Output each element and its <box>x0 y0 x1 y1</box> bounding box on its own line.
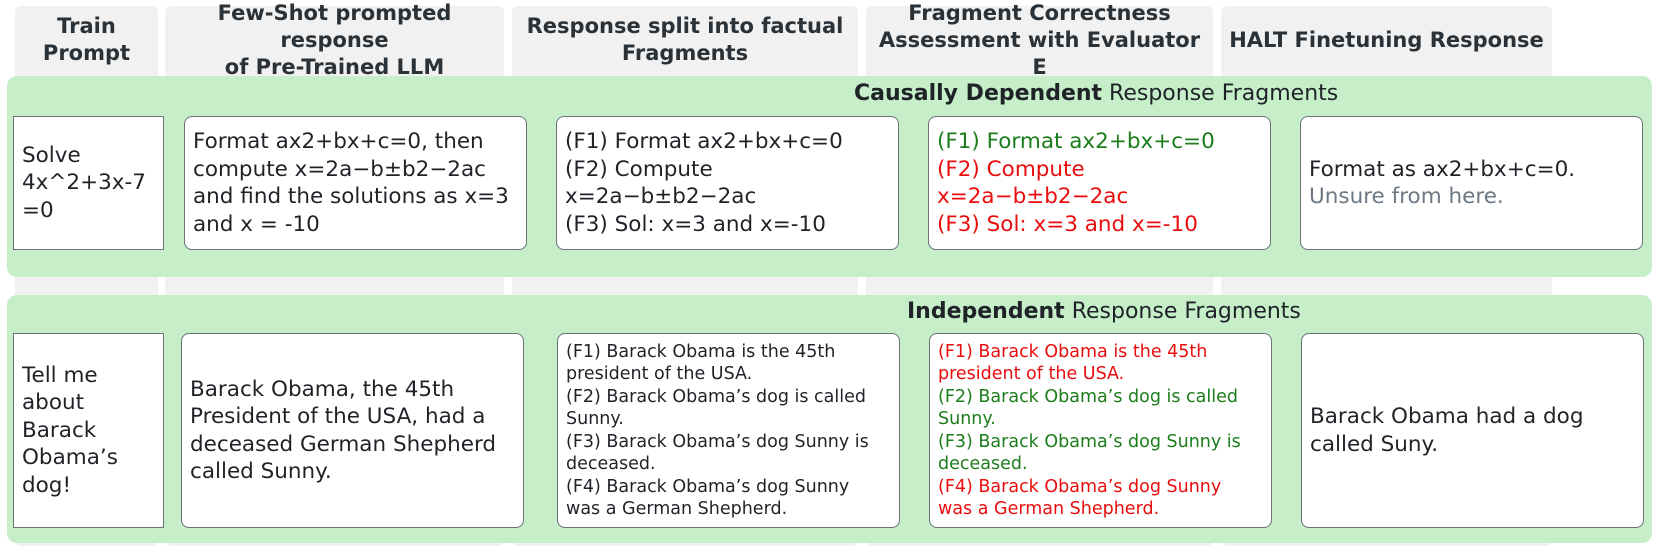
fragment-f4: (F4) Barack Obama’s dog Sunny <box>566 476 850 497</box>
halt-line: Format as ax2+bx+c=0. <box>1309 156 1576 182</box>
section-title-bold: Independent <box>907 299 1065 324</box>
halt-card-independent: Barack Obama had a dog called Suny. <box>1301 333 1644 528</box>
header-line: of Pre-Trained LLM <box>224 54 445 79</box>
fragment-f1: (F1) Format ax2+bx+c=0 <box>565 129 843 154</box>
assessment-card-independent: (F1) Barack Obama is the 45th president … <box>929 333 1272 528</box>
halt-card-causal: Format as ax2+bx+c=0. Unsure from here. <box>1300 116 1643 250</box>
header-line: Few-Shot prompted response <box>217 0 452 52</box>
header-line: HALT Finetuning Response <box>1229 27 1544 52</box>
assessed-fragment-f1: (F1) Format ax2+bx+c=0 <box>937 129 1215 154</box>
prompt-line: Obama’s <box>22 445 118 471</box>
response-line: and x = -10 <box>193 211 320 237</box>
prompt-line: Tell me <box>22 362 98 388</box>
section-title-rest: Response Fragments <box>1102 81 1339 106</box>
prompt-line: Solve <box>22 142 81 168</box>
assessed-fragment-f2: (F2) Barack Obama’s dog is called <box>938 386 1238 407</box>
response-card-independent: Barack Obama, the 45th President of the … <box>181 333 524 528</box>
fragment-f3-cont: deceased. <box>566 454 656 474</box>
assessed-fragment-f3: (F3) Sol: x=3 and x=-10 <box>937 211 1198 237</box>
fragment-f3: (F3) Sol: x=3 and x=-10 <box>565 211 826 237</box>
header-line: Fragments <box>621 41 749 65</box>
prompt-line: 4x^2+3x-7 <box>22 170 146 196</box>
header-line: Fragment Correctness <box>908 0 1171 25</box>
prompt-line: dog! <box>22 472 72 498</box>
header-line: Response split into factual <box>526 14 844 38</box>
prompt-card-independent: Tell me about Barack Obama’s dog! <box>13 333 164 528</box>
prompt-card-causal: Solve 4x^2+3x-7 =0 <box>13 116 164 250</box>
fragment-f4-cont: was a German Shepherd. <box>566 499 788 519</box>
fragments-card-causal: (F1) Format ax2+bx+c=0 (F2) Compute x=2a… <box>556 116 899 250</box>
assessed-fragment-f3: (F3) Barack Obama’s dog Sunny is <box>938 431 1241 452</box>
prompt-line: Barack <box>22 417 97 443</box>
response-line: and find the solutions as x=3 <box>193 184 509 209</box>
column-header-halt: HALT Finetuning Response <box>1221 6 1552 74</box>
assessment-card-causal: (F1) Format ax2+bx+c=0 (F2) Compute x=2a… <box>928 116 1271 250</box>
header-line: Assessment with Evaluator E <box>878 27 1201 79</box>
fragment-f1: (F1) Barack Obama is the 45th <box>566 341 836 362</box>
fragment-f2-cont: Sunny. <box>566 409 624 429</box>
response-line: President of the USA, had a <box>190 404 486 429</box>
response-card-causal: Format ax2+bx+c=0, then compute x=2a−b±b… <box>184 116 527 250</box>
assessed-fragment-f1-cont: president of the USA. <box>938 364 1125 384</box>
fragments-card-independent: (F1) Barack Obama is the 45th president … <box>557 333 900 528</box>
halt-line: called Suny. <box>1310 431 1439 457</box>
fragment-f2: (F2) Barack Obama’s dog is called <box>566 386 866 407</box>
header-line: Train <box>57 14 116 38</box>
assessed-fragment-f2-cont: Sunny. <box>938 409 996 429</box>
header-line: Prompt <box>42 41 131 65</box>
fragment-f1-cont: president of the USA. <box>566 364 753 384</box>
prompt-line: =0 <box>22 197 54 223</box>
response-line: Format ax2+bx+c=0, then <box>193 129 484 154</box>
section-title-causal: Causally Dependent Response Fragments <box>854 81 1338 106</box>
assessed-fragment-f1: (F1) Barack Obama is the 45th <box>938 341 1208 362</box>
column-header-few-shot: Few-Shot prompted response of Pre-Traine… <box>165 1 504 79</box>
assessed-fragment-f4-cont: was a German Shepherd. <box>938 499 1160 519</box>
section-title-rest: Response Fragments <box>1064 299 1301 324</box>
halt-line: Barack Obama had a dog <box>1310 404 1584 429</box>
section-title-independent: Independent Response Fragments <box>907 299 1301 324</box>
response-line: compute x=2a−b±b2−2ac <box>193 156 486 182</box>
column-header-assessment: Fragment Correctness Assessment with Eva… <box>866 1 1213 79</box>
prompt-line: about <box>22 390 85 416</box>
response-line: called Sunny. <box>190 459 332 484</box>
section-title-bold: Causally Dependent <box>854 81 1103 106</box>
response-line: deceased German Shepherd <box>190 431 497 457</box>
response-line: Barack Obama, the 45th <box>190 376 455 402</box>
column-header-train-prompt: Train Prompt <box>15 6 158 74</box>
fragment-f2-cont: x=2a−b±b2−2ac <box>565 184 757 209</box>
halt-unsure-line: Unsure from here. <box>1309 184 1504 209</box>
assessed-fragment-f2: (F2) Compute <box>937 156 1085 182</box>
assessed-fragment-f3-cont: deceased. <box>938 454 1028 474</box>
fragment-f3: (F3) Barack Obama’s dog Sunny is <box>566 431 869 452</box>
column-header-split: Response split into factual Fragments <box>512 6 858 74</box>
fragment-f2: (F2) Compute <box>565 156 713 182</box>
assessed-fragment-f2-cont: x=2a−b±b2−2ac <box>937 184 1129 209</box>
assessed-fragment-f4: (F4) Barack Obama’s dog Sunny <box>938 476 1222 497</box>
